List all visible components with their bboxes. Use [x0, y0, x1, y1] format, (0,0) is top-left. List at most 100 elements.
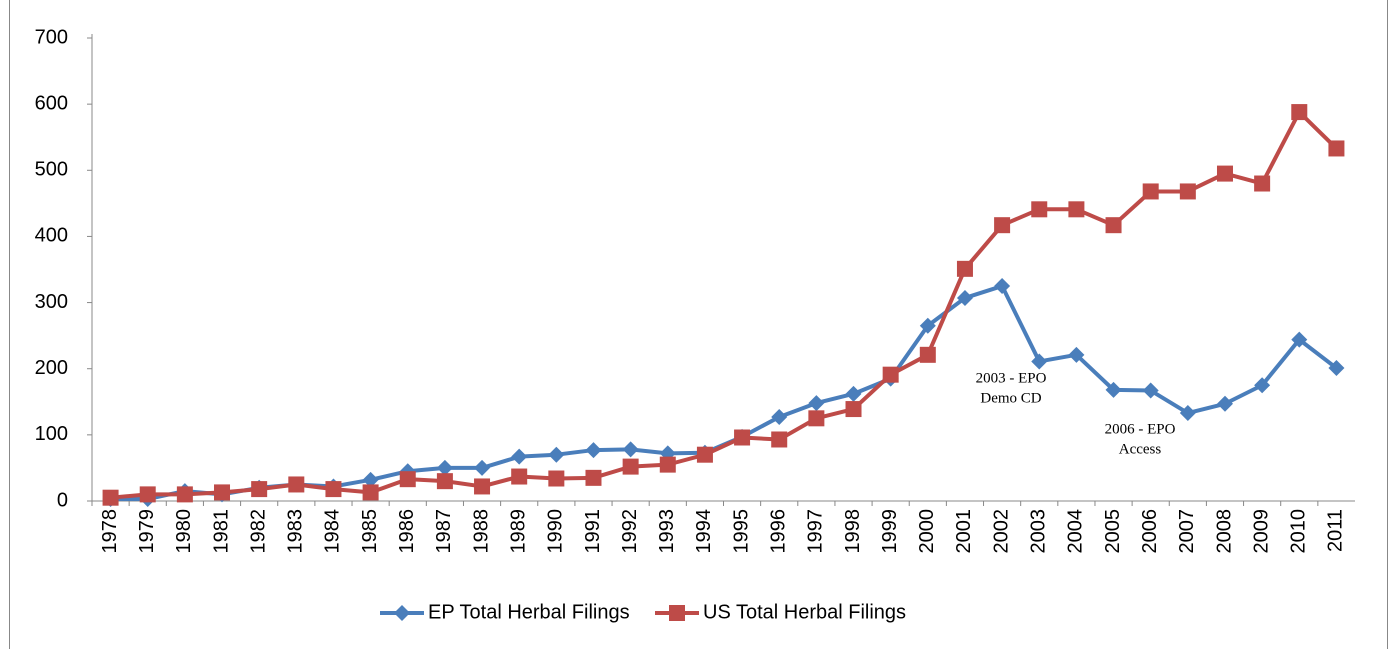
point	[1031, 201, 1048, 218]
point	[1291, 104, 1308, 121]
x-tick-label: 1981	[210, 509, 232, 554]
x-tick-label: 1995	[730, 509, 752, 554]
point	[845, 385, 862, 402]
x-tick-label: 1990	[545, 509, 567, 554]
point	[734, 429, 751, 446]
point	[622, 441, 639, 458]
x-tick-label: 2000	[916, 509, 938, 554]
legend-marker	[394, 605, 410, 621]
x-tick-label: 1993	[656, 509, 678, 554]
y-tick-label: 300	[35, 291, 68, 313]
x-tick-label: 1989	[507, 509, 529, 554]
y-tick-label: 400	[35, 225, 68, 247]
point	[102, 489, 119, 506]
point	[1179, 405, 1196, 422]
point	[1179, 183, 1196, 200]
point	[176, 486, 193, 503]
x-tick-label: 2007	[1176, 509, 1198, 554]
point	[1142, 382, 1159, 399]
x-tick-label: 2002	[990, 509, 1012, 554]
x-tick-label: 1982	[247, 509, 269, 554]
point	[548, 470, 565, 487]
x-tick-label: 1979	[136, 509, 158, 554]
point	[436, 459, 453, 476]
y-tick-label: 100	[35, 423, 68, 445]
legend-marker	[669, 605, 685, 621]
y-tick-label: 0	[57, 489, 68, 511]
point	[771, 408, 788, 425]
point	[1328, 360, 1345, 377]
x-tick-label: 2001	[953, 509, 975, 554]
x-tick-label: 1978	[99, 509, 121, 554]
x-tick-label: 1984	[322, 509, 344, 554]
point	[1142, 183, 1159, 200]
annotation: 2003 - EPO	[976, 370, 1047, 386]
point	[845, 401, 862, 418]
point	[139, 486, 156, 503]
x-tick-label: 1987	[433, 509, 455, 554]
point	[511, 468, 528, 485]
point	[919, 346, 936, 363]
annotation: 2006 - EPO	[1105, 421, 1176, 437]
point	[214, 484, 231, 501]
point	[1291, 331, 1308, 348]
point	[882, 366, 899, 383]
point	[436, 473, 453, 490]
x-tick-label: 1980	[173, 509, 195, 554]
point	[1216, 395, 1233, 412]
point	[994, 217, 1011, 234]
point	[1068, 346, 1085, 363]
annotation: Demo CD	[980, 390, 1041, 406]
x-tick-label: 2004	[1065, 509, 1087, 554]
y-tick-label: 600	[35, 92, 68, 114]
annotation: Access	[1119, 441, 1162, 457]
point	[1031, 353, 1048, 370]
point	[808, 410, 825, 427]
point	[251, 481, 268, 498]
point	[1105, 381, 1122, 398]
point	[956, 289, 973, 306]
y-tick-label: 200	[35, 357, 68, 379]
point	[659, 456, 676, 473]
series	[102, 104, 1345, 506]
x-tick-label: 1983	[285, 509, 307, 554]
point	[1254, 175, 1271, 192]
point	[1254, 377, 1271, 394]
point	[1105, 217, 1122, 234]
x-tick-label: 1988	[470, 509, 492, 554]
point	[399, 471, 416, 488]
series-line	[110, 110, 1338, 500]
x-tick-label: 2006	[1139, 509, 1161, 554]
x-tick-label: 1994	[693, 509, 715, 554]
x-tick-label: 2005	[1102, 509, 1124, 554]
y-tick-label: 500	[35, 159, 68, 181]
x-tick-label: 1986	[396, 509, 418, 554]
point	[585, 442, 602, 459]
x-tick-label: 1996	[768, 509, 790, 554]
point	[585, 469, 602, 486]
series	[102, 278, 1345, 508]
point	[362, 484, 379, 501]
legend-label: EP Total Herbal Filings	[428, 601, 630, 623]
point	[1216, 165, 1233, 182]
point	[1068, 201, 1085, 218]
point	[325, 481, 342, 498]
point	[511, 448, 528, 465]
point	[474, 478, 491, 495]
x-tick-label: 1999	[879, 509, 901, 554]
point	[1328, 140, 1345, 157]
x-tick-label: 1991	[582, 509, 604, 554]
x-tick-label: 1997	[805, 509, 827, 554]
legend-label: US Total Herbal Filings	[703, 601, 906, 623]
x-tick-label: 2003	[1028, 509, 1050, 554]
x-tick-label: 2008	[1213, 509, 1235, 554]
point	[474, 459, 491, 476]
x-tick-label: 2010	[1288, 509, 1310, 554]
x-tick-label: 2009	[1250, 509, 1272, 554]
point	[994, 278, 1011, 295]
point	[956, 260, 973, 277]
x-tick-label: 1985	[359, 509, 381, 554]
point	[362, 471, 379, 488]
point	[808, 395, 825, 412]
